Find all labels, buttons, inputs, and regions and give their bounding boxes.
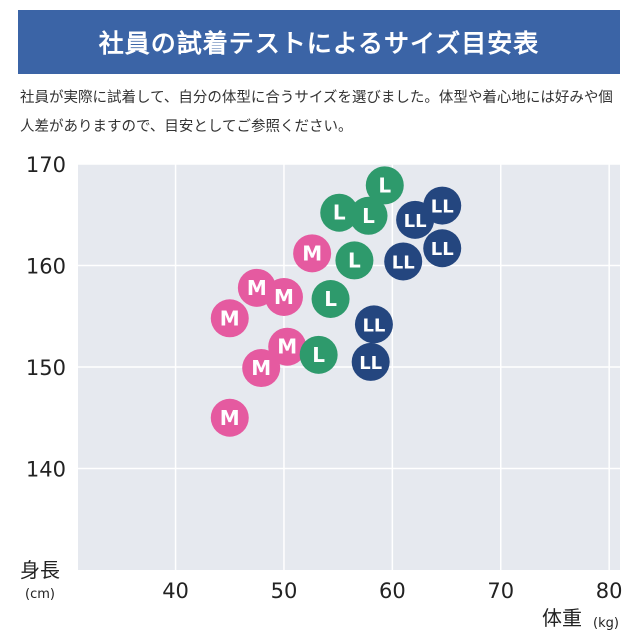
point-label: L bbox=[324, 287, 337, 311]
grid-lines bbox=[78, 163, 620, 570]
data-point-m: M bbox=[268, 327, 307, 366]
data-point-m: M bbox=[242, 349, 281, 388]
point-label: M bbox=[247, 276, 267, 300]
x-axis-label: 体重 bbox=[542, 606, 582, 630]
point-marker bbox=[264, 277, 303, 316]
point-label: L bbox=[348, 248, 361, 272]
point-label: M bbox=[220, 406, 240, 430]
x-axis-unit: (kg) bbox=[593, 616, 619, 631]
x-tick-label: 60 bbox=[379, 579, 406, 603]
y-tick-label: 170 bbox=[26, 153, 66, 177]
x-tick-label: 80 bbox=[596, 579, 623, 603]
data-point-l: L bbox=[299, 335, 338, 374]
point-marker bbox=[293, 234, 332, 273]
point-marker bbox=[210, 398, 249, 437]
point-label: L bbox=[333, 201, 346, 225]
point-marker bbox=[335, 241, 374, 280]
data-point-ll: LL bbox=[423, 186, 462, 225]
point-label: L bbox=[378, 173, 391, 197]
point-marker bbox=[349, 196, 388, 235]
x-tick-label: 40 bbox=[162, 579, 189, 603]
data-point-ll: LL bbox=[354, 305, 393, 344]
point-marker bbox=[320, 193, 359, 232]
point-marker bbox=[351, 342, 390, 381]
x-tick-labels: 40 50 60 70 80 bbox=[162, 579, 622, 603]
x-tick-label: 70 bbox=[487, 579, 514, 603]
y-tick-label: 160 bbox=[26, 255, 66, 279]
data-point-l: L bbox=[320, 193, 359, 232]
point-marker bbox=[423, 186, 462, 225]
point-marker bbox=[365, 166, 404, 205]
point-label: M bbox=[302, 241, 322, 265]
x-tick-label: 50 bbox=[271, 579, 298, 603]
point-label: LL bbox=[359, 353, 382, 374]
data-point-m: M bbox=[293, 234, 332, 273]
data-point-l: L bbox=[335, 241, 374, 280]
point-marker bbox=[311, 279, 350, 318]
point-marker bbox=[423, 229, 462, 268]
point-marker bbox=[354, 305, 393, 344]
y-tick-label: 150 bbox=[26, 356, 66, 380]
data-point-l: L bbox=[349, 196, 388, 235]
point-label: LL bbox=[392, 252, 415, 273]
y-tick-labels: 140 150 160 170 bbox=[26, 153, 66, 482]
point-label: M bbox=[277, 335, 297, 359]
data-point-m: M bbox=[264, 277, 303, 316]
data-point-m: M bbox=[210, 299, 249, 338]
point-marker bbox=[210, 299, 249, 338]
point-label: L bbox=[362, 204, 375, 228]
data-point-ll: LL bbox=[423, 229, 462, 268]
point-marker bbox=[268, 327, 307, 366]
data-point-ll: LL bbox=[351, 342, 390, 381]
description-text: 社員が実際に試着して、自分の体型に合うサイズを選びました。体型や着心地には好みや… bbox=[20, 90, 613, 135]
y-axis-label: 身長 bbox=[20, 558, 60, 582]
point-label: M bbox=[251, 356, 271, 380]
data-point-m: M bbox=[210, 398, 249, 437]
page-title: 社員の試着テストによるサイズ目安表 bbox=[98, 29, 540, 58]
point-label: M bbox=[274, 285, 294, 309]
data-point-l: L bbox=[311, 279, 350, 318]
point-marker bbox=[299, 335, 338, 374]
y-axis-unit: (cm) bbox=[25, 587, 55, 602]
y-tick-label: 140 bbox=[26, 458, 66, 482]
point-label: M bbox=[220, 306, 240, 330]
point-label: LL bbox=[362, 315, 385, 336]
point-marker bbox=[242, 349, 281, 388]
point-label: L bbox=[312, 343, 325, 367]
page-title-banner: 社員の試着テストによるサイズ目安表 bbox=[18, 10, 620, 74]
point-label: LL bbox=[404, 211, 427, 232]
point-label: LL bbox=[431, 197, 454, 218]
point-label: LL bbox=[431, 239, 454, 260]
data-point-ll: LL bbox=[384, 242, 423, 281]
point-marker bbox=[384, 242, 423, 281]
data-point-l: L bbox=[365, 166, 404, 205]
